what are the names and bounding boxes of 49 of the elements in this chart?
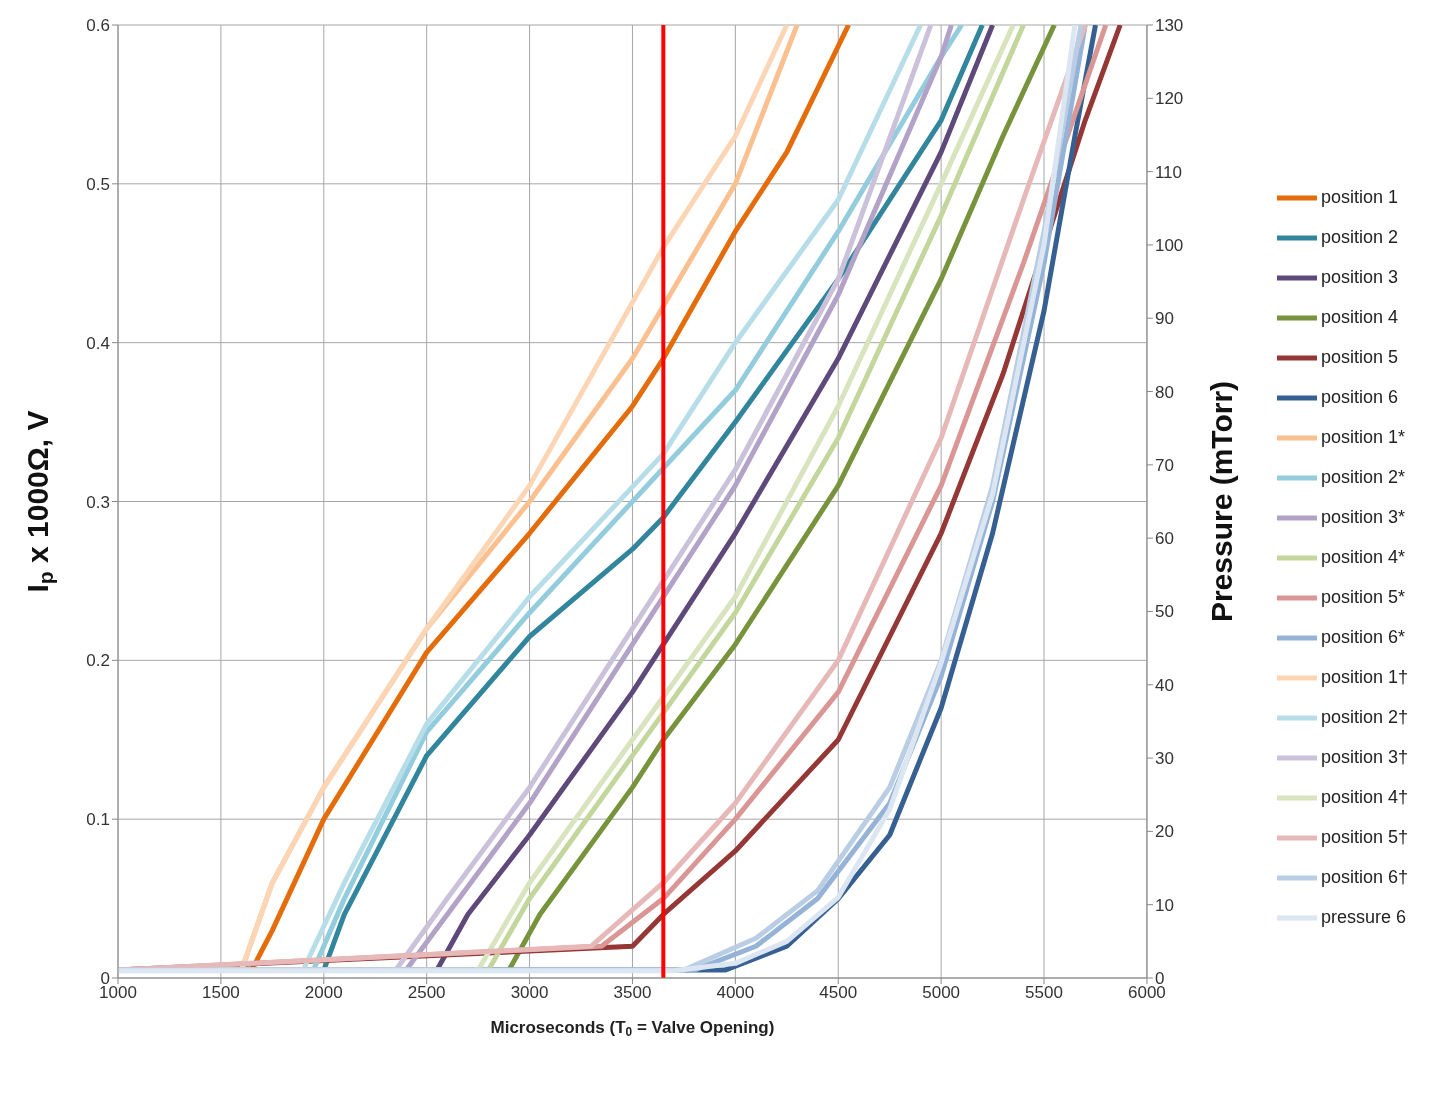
legend-label: position 4* (1320, 546, 1405, 567)
x-tick-label: 4500 (819, 983, 858, 1003)
y2-tick-label: 90 (1154, 309, 1174, 329)
y2-axis-title: Pressure (mTorr) (1204, 380, 1238, 623)
legend-label: position 2† (1320, 706, 1408, 727)
y2-tick-label: 100 (1154, 235, 1184, 255)
y2-tick-label: 20 (1154, 822, 1174, 842)
legend-label: position 2* (1320, 466, 1405, 487)
x-tick-label: 4000 (716, 983, 755, 1003)
y2-tick-label: 110 (1154, 162, 1183, 182)
legend-label: position 6* (1320, 626, 1405, 647)
legend-label: position 3† (1320, 746, 1408, 767)
legend-label: position 2 (1320, 226, 1398, 247)
legend-label: position 1* (1320, 426, 1405, 447)
y-tick-label: 0.3 (86, 492, 110, 512)
x-axis-title: Microseconds (T$_{0}$ = Valve Opening) (490, 1018, 775, 1039)
legend-label: position 5 (1320, 346, 1398, 367)
legend-label: position 6† (1320, 866, 1408, 887)
y2-tick-label: 10 (1154, 895, 1174, 915)
x-tick-label: 3500 (613, 983, 652, 1003)
legend-label: position 6 (1320, 386, 1398, 407)
y2-tick-label: 70 (1154, 455, 1174, 475)
y-tick-label: 0.4 (86, 333, 110, 353)
y-tick-label: 0.2 (86, 651, 110, 671)
y-tick-label: 0.1 (86, 810, 110, 830)
y-tick-label: 0.6 (86, 16, 110, 36)
legend-label: position 1† (1320, 666, 1408, 687)
x-tick-label: 5500 (1025, 983, 1063, 1003)
y2-tick-label: 60 (1154, 529, 1174, 549)
legend-label: position 5† (1320, 826, 1408, 847)
legend-label: position 1 (1320, 186, 1398, 207)
legend-label: pressure 6 (1320, 906, 1406, 927)
x-tick-label: 2000 (304, 983, 343, 1003)
legend-label: position 3 (1320, 266, 1398, 287)
y2-tick-label: 130 (1154, 16, 1184, 36)
legend-label: position 4† (1320, 786, 1408, 807)
legend-label: position 3* (1320, 506, 1405, 527)
y2-tick-label: 30 (1154, 749, 1174, 769)
y2-tick-label: 80 (1154, 382, 1174, 402)
y-tick-label: 0.5 (86, 174, 110, 194)
legend-label: position 4 (1320, 306, 1398, 327)
y2-tick-label: 40 (1154, 675, 1174, 695)
legend-label: position 5* (1320, 586, 1405, 607)
x-tick-label: 2500 (407, 983, 446, 1003)
x-tick-label: 5000 (922, 983, 961, 1003)
x-tick-label: 3000 (510, 983, 549, 1003)
x-tick-label: 1500 (201, 983, 240, 1003)
y2-tick-label: 120 (1154, 89, 1184, 109)
y2-tick-label: 50 (1154, 602, 1174, 622)
